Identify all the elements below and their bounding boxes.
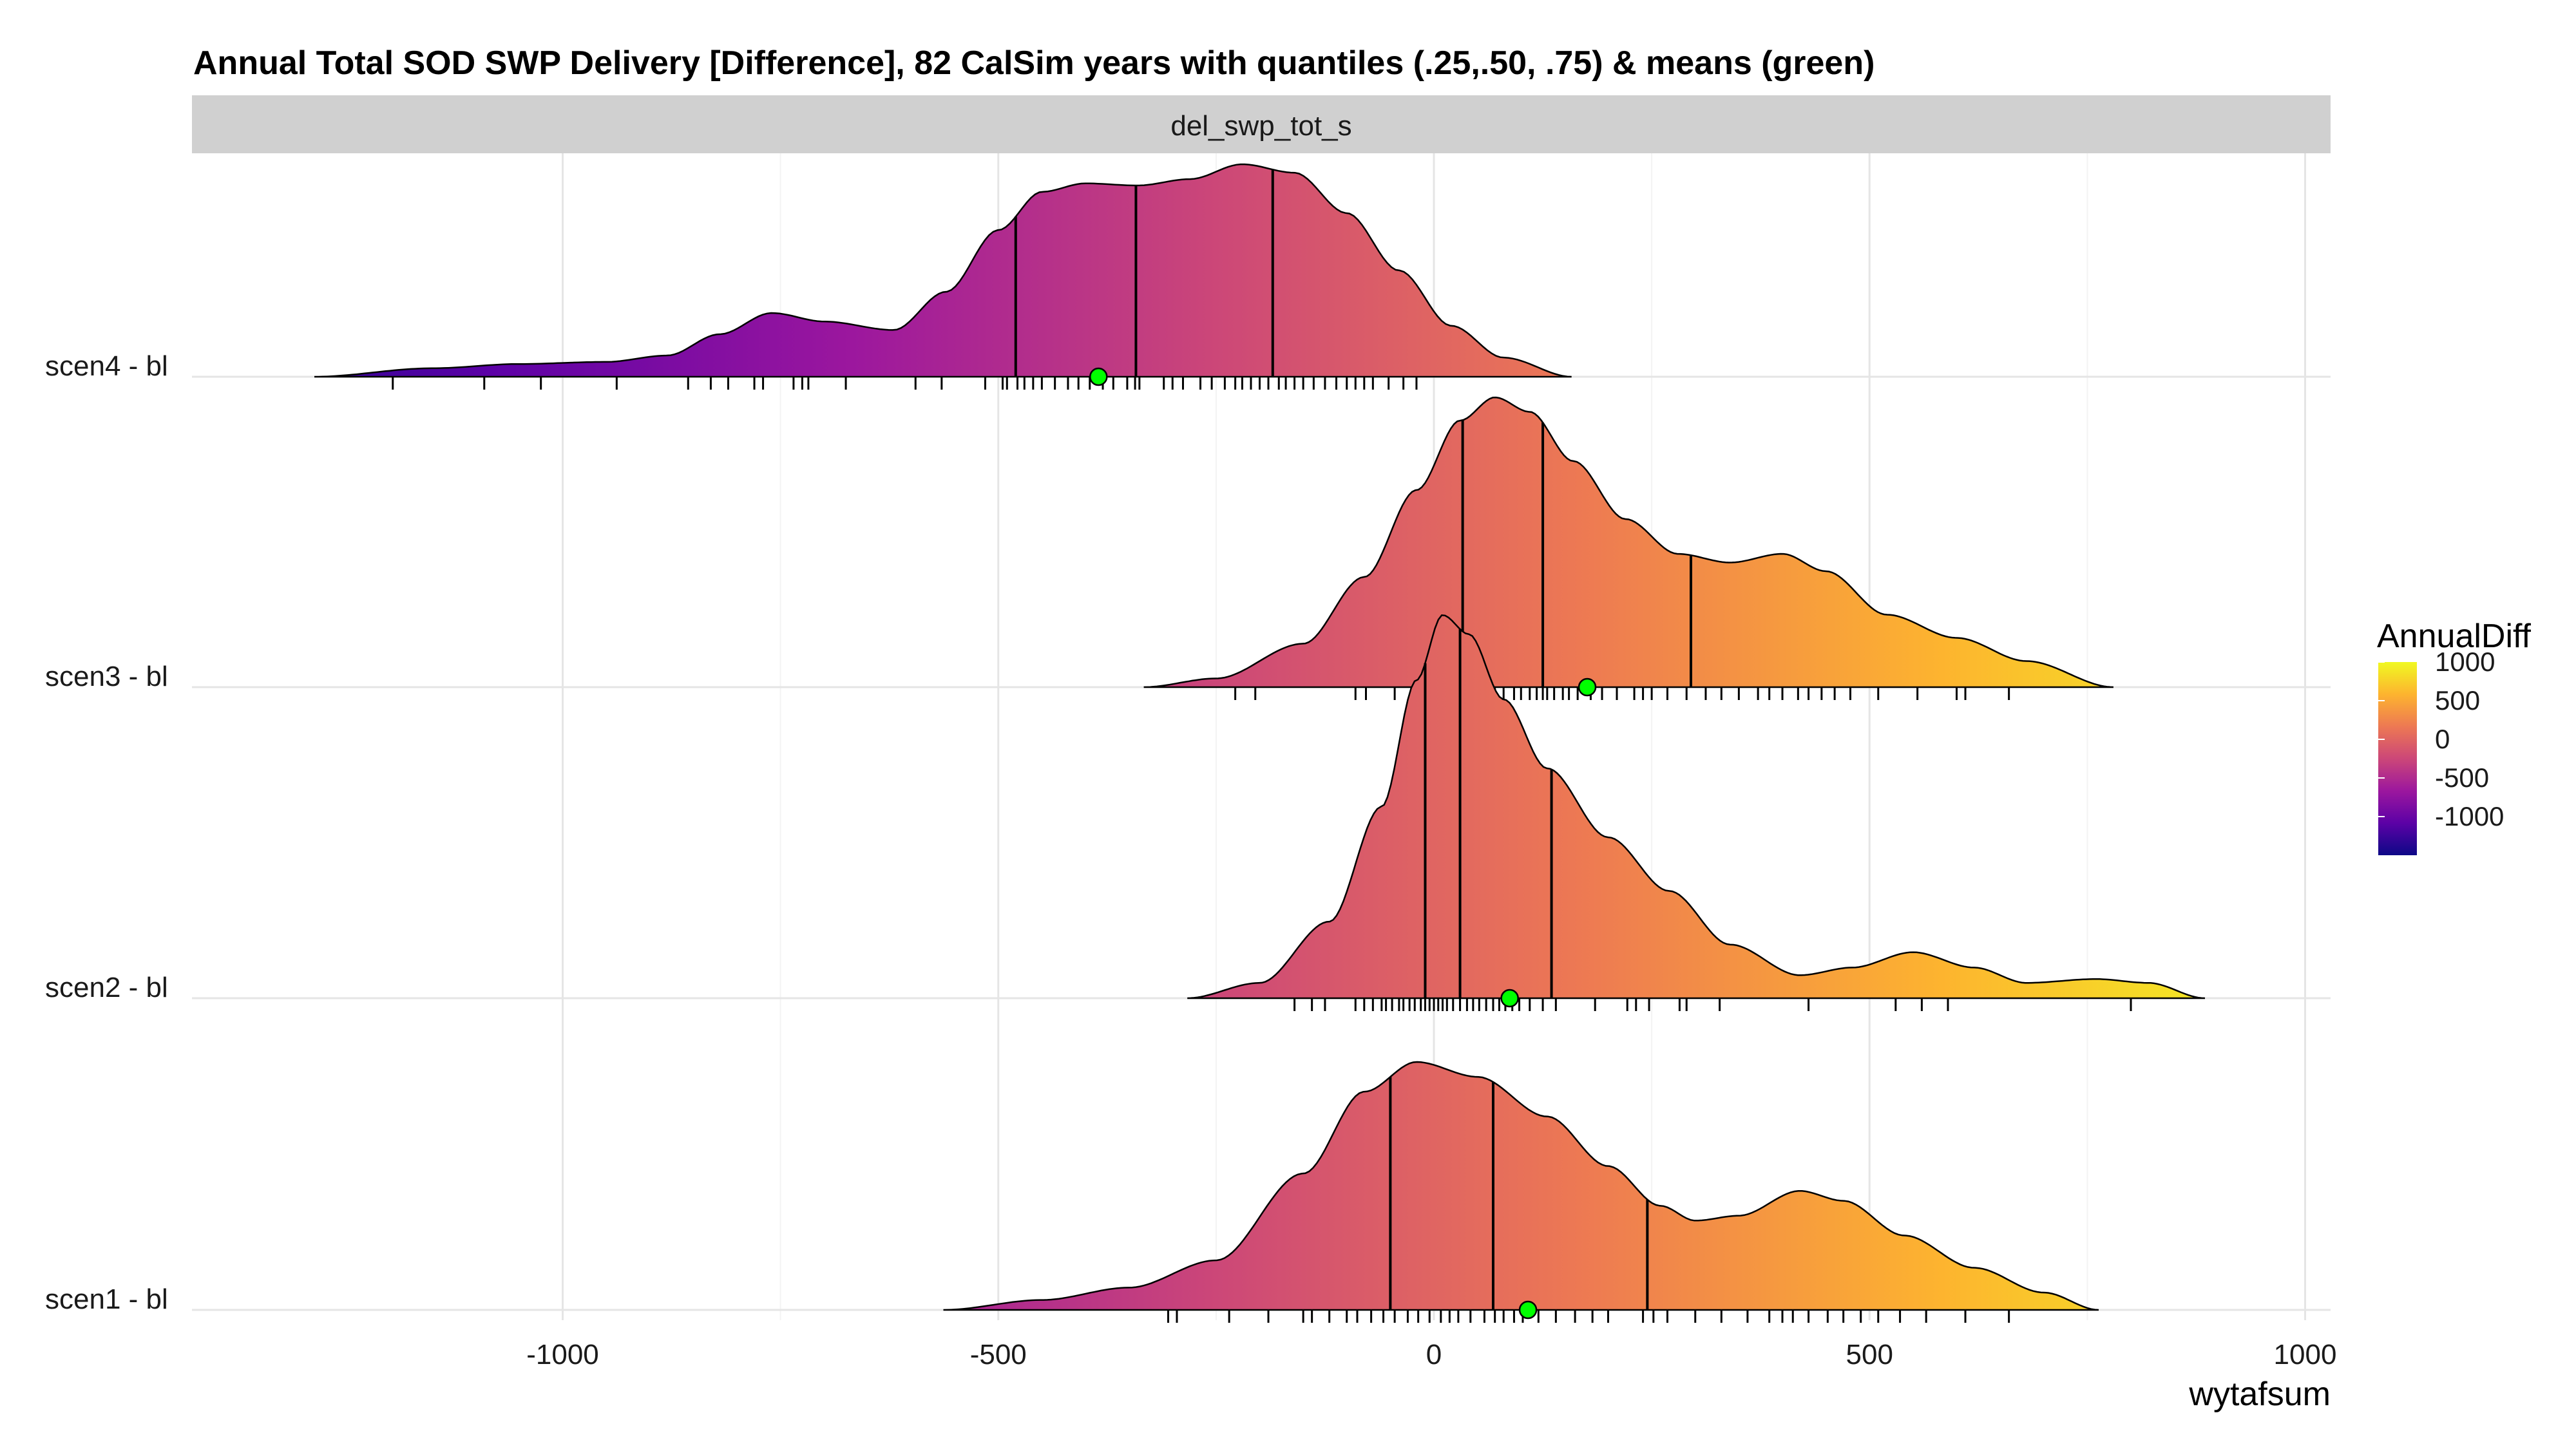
legend-label: 500 xyxy=(2435,685,2480,715)
category-label: scen4 - bl xyxy=(45,350,168,382)
x-tick-label: -500 xyxy=(970,1339,1027,1370)
ridge-density xyxy=(1187,614,2206,999)
ridge-group: scen1 - bl xyxy=(45,1061,2099,1323)
x-tick-label: 1000 xyxy=(2274,1339,2337,1370)
facet-strip-label: del_swp_tot_s xyxy=(1170,110,1351,142)
ridge-group: scen3 - bl xyxy=(45,396,2113,700)
ridge-group: scen4 - bl xyxy=(45,163,1572,390)
legend-label: 1000 xyxy=(2435,647,2495,677)
category-label: scen1 - bl xyxy=(45,1283,168,1315)
mean-point xyxy=(1578,677,1597,697)
x-axis-title: wytafsum xyxy=(2188,1376,2331,1413)
ridge-density xyxy=(1143,396,2113,688)
legend-label: 0 xyxy=(2435,724,2450,754)
x-tick-label: 500 xyxy=(1846,1339,1893,1370)
mean-point xyxy=(1089,367,1108,386)
legend-colorbar xyxy=(2378,662,2417,855)
legend-label: -1000 xyxy=(2435,801,2504,831)
chart-title: Annual Total SOD SWP Delivery [Differenc… xyxy=(193,44,1875,82)
legend-title: AnnualDiff xyxy=(2377,618,2532,655)
x-tick-label: 0 xyxy=(1426,1339,1442,1370)
ridge-density xyxy=(943,1061,2099,1311)
mean-point xyxy=(1518,1300,1538,1320)
facet-strip xyxy=(192,95,2331,153)
category-label: scen2 - bl xyxy=(45,972,168,1003)
legend-label: -500 xyxy=(2435,762,2489,793)
ridge-group: scen2 - bl xyxy=(45,614,2206,1011)
category-label: scen3 - bl xyxy=(45,661,168,692)
ridge-density xyxy=(314,163,1572,378)
x-tick-label: -1000 xyxy=(526,1339,599,1370)
mean-point xyxy=(1500,989,1519,1008)
